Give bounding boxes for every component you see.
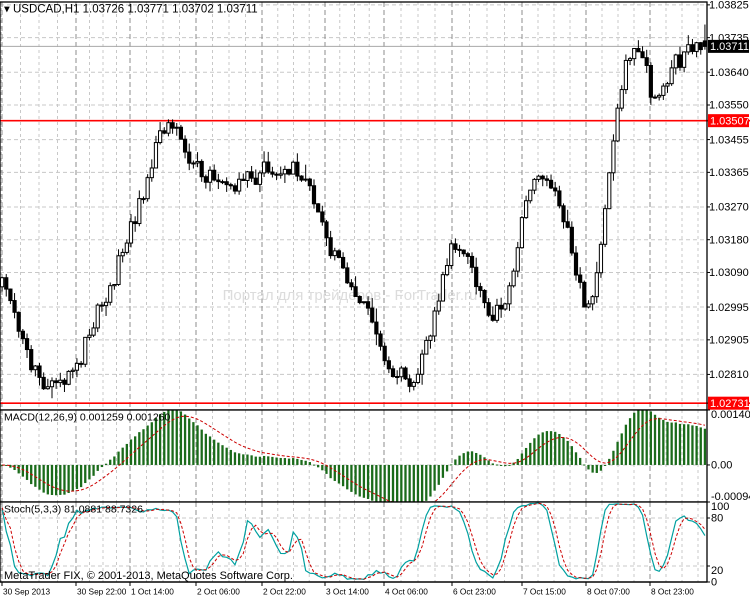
- svg-text:0: 0: [711, 577, 717, 589]
- svg-text:3 Oct 14:00: 3 Oct 14:00: [326, 587, 369, 597]
- svg-text:30 Sep 2013: 30 Sep 2013: [3, 587, 50, 597]
- svg-text:1.03180: 1.03180: [709, 234, 749, 246]
- svg-text:20: 20: [711, 565, 723, 577]
- svg-text:0.001402: 0.001402: [711, 409, 750, 421]
- svg-text:1.03507: 1.03507: [710, 115, 750, 127]
- svg-text:MACD(12,26,9) 0.001259 0.00126: MACD(12,26,9) 0.001259 0.001260: [4, 412, 171, 424]
- svg-text:Stoch(5,3,3) 81.0881 88.7326: Stoch(5,3,3) 81.0881 88.7326: [4, 504, 143, 516]
- svg-text:1.03090: 1.03090: [709, 267, 749, 279]
- svg-text:8 Oct 23:00: 8 Oct 23:00: [651, 587, 694, 597]
- svg-text:1.03550: 1.03550: [709, 100, 749, 112]
- svg-text:30 Sep 22:00: 30 Sep 22:00: [77, 587, 127, 597]
- svg-text:1.03711: 1.03711: [710, 41, 749, 53]
- svg-text:6 Oct 23:00: 6 Oct 23:00: [453, 587, 496, 597]
- svg-text:1.03365: 1.03365: [709, 167, 749, 179]
- svg-text:1.02995: 1.02995: [709, 302, 749, 314]
- svg-text:1.03640: 1.03640: [709, 67, 749, 79]
- svg-text:1.02810: 1.02810: [709, 369, 749, 381]
- svg-text:2 Oct 22:00: 2 Oct 22:00: [263, 587, 306, 597]
- svg-text:4 Oct 06:00: 4 Oct 06:00: [385, 587, 428, 597]
- svg-text:1.02905: 1.02905: [709, 335, 749, 347]
- svg-text:100: 100: [711, 501, 729, 513]
- svg-text:1.03825: 1.03825: [709, 0, 749, 12]
- svg-text:0.00: 0.00: [711, 460, 732, 472]
- svg-text:▾ USDCAD,H1 1.03726 1.03771 1: ▾ USDCAD,H1 1.03726 1.03771 1.03702 1.03…: [4, 4, 258, 16]
- svg-text:2 Oct 06:00: 2 Oct 06:00: [197, 587, 240, 597]
- svg-text:1.03455: 1.03455: [709, 134, 749, 146]
- svg-text:7 Oct 15:00: 7 Oct 15:00: [523, 587, 566, 597]
- svg-text:MetaTrader FIX, © 2001-2013, M: MetaTrader FIX, © 2001-2013, MetaQuotes …: [4, 570, 293, 582]
- svg-text:1.03270: 1.03270: [709, 202, 749, 214]
- svg-text:80: 80: [711, 513, 723, 525]
- svg-text:1 Oct 14:00: 1 Oct 14:00: [131, 587, 174, 597]
- svg-text:8 Oct 07:00: 8 Oct 07:00: [587, 587, 630, 597]
